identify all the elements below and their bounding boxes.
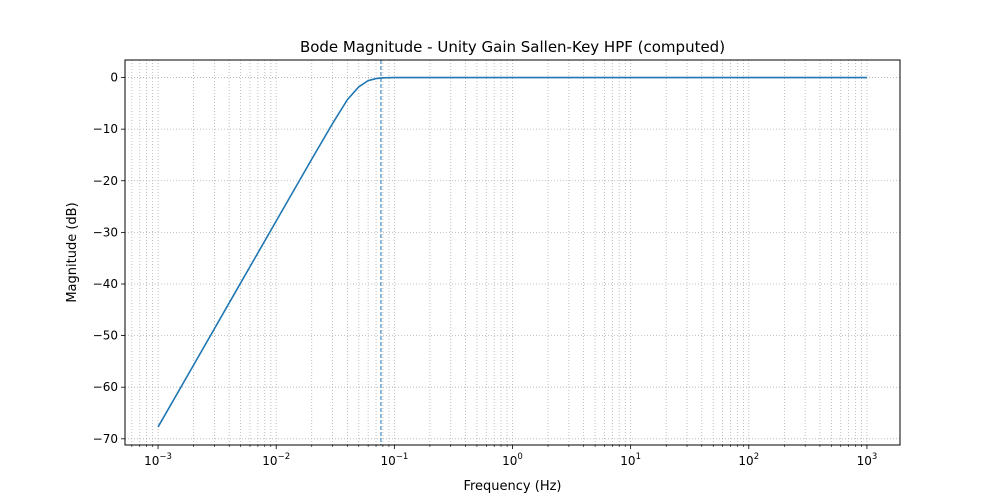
y-tick-label: −10	[93, 122, 118, 136]
y-tick-label: 0	[110, 71, 118, 85]
plot-area	[157, 60, 867, 445]
x-tick-label: 10−1	[380, 452, 408, 468]
y-tick-label: −40	[93, 277, 118, 291]
magnitude-series-line	[157, 76, 867, 428]
y-tick-label: −30	[93, 225, 118, 239]
x-tick-label: 103	[857, 452, 878, 468]
x-axis-label: Frequency (Hz)	[463, 479, 561, 494]
y-tick-label: −50	[93, 329, 118, 343]
x-tick-label: 102	[738, 452, 759, 468]
x-axis: 10−3 10−2 10−1 100 101 102 103	[131, 445, 878, 468]
y-axis-label: Magnitude (dB)	[65, 202, 80, 302]
x-tick-label: 10−2	[262, 452, 290, 468]
x-tick-label: 10−3	[144, 452, 172, 468]
chart-title: Bode Magnitude - Unity Gain Sallen-Key H…	[300, 38, 725, 56]
y-tick-label: −20	[93, 174, 118, 188]
y-tick-label: −60	[93, 380, 118, 394]
y-axis: 0 −10 −20 −30 −40 −50 −60 −70	[93, 71, 125, 446]
x-tick-label: 101	[620, 452, 641, 468]
grid	[125, 60, 900, 445]
x-tick-label: 100	[502, 452, 523, 468]
y-tick-label: −70	[93, 432, 118, 446]
